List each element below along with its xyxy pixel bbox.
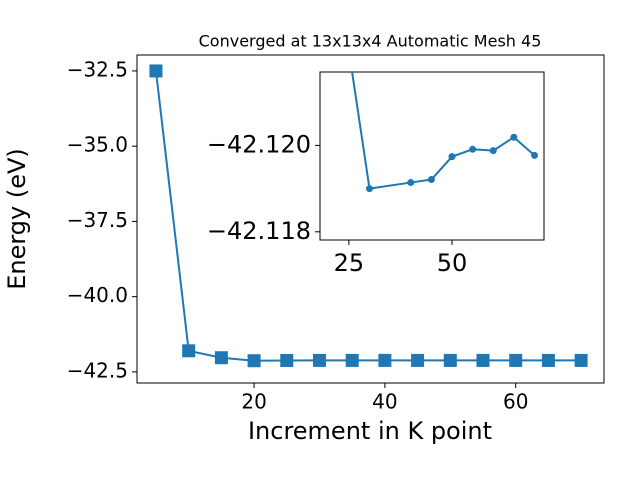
marker [476,353,490,367]
marker [378,353,392,367]
marker [427,176,435,184]
marker [280,353,294,367]
marker [345,353,359,367]
marker [411,353,425,367]
marker [541,353,555,367]
y-tick-label: −42.118 [207,217,311,245]
marker [182,344,196,358]
x-tick-label: 40 [372,390,397,414]
x-tick-label: 50 [437,249,468,277]
marker [489,147,497,155]
marker [469,145,477,153]
y-axis-label: Energy (eV) [3,148,31,290]
plot-frame [319,71,545,241]
marker [509,353,523,367]
y-tick-label: −42.120 [207,130,311,158]
y-tick-label: −40.0 [67,283,128,307]
marker [443,353,457,367]
marker [407,179,415,187]
marker [574,353,588,367]
marker [312,353,326,367]
y-tick-label: −37.5 [67,208,128,232]
marker [510,133,518,141]
x-tick-label: 60 [503,390,528,414]
marker [531,151,539,159]
chart-title: Converged at 13x13x4 Automatic Mesh 45 [199,32,542,51]
y-tick-label: −32.5 [67,57,128,81]
marker [214,351,228,365]
x-axis-label: Increment in K point [248,417,492,445]
y-tick-label: −42.5 [67,358,128,382]
marker [366,185,374,193]
marker [448,153,456,161]
x-tick-label: 25 [334,249,365,277]
x-tick-label: 20 [241,390,266,414]
marker [149,64,163,78]
marker [247,354,261,368]
y-tick-label: −35.0 [67,133,128,157]
